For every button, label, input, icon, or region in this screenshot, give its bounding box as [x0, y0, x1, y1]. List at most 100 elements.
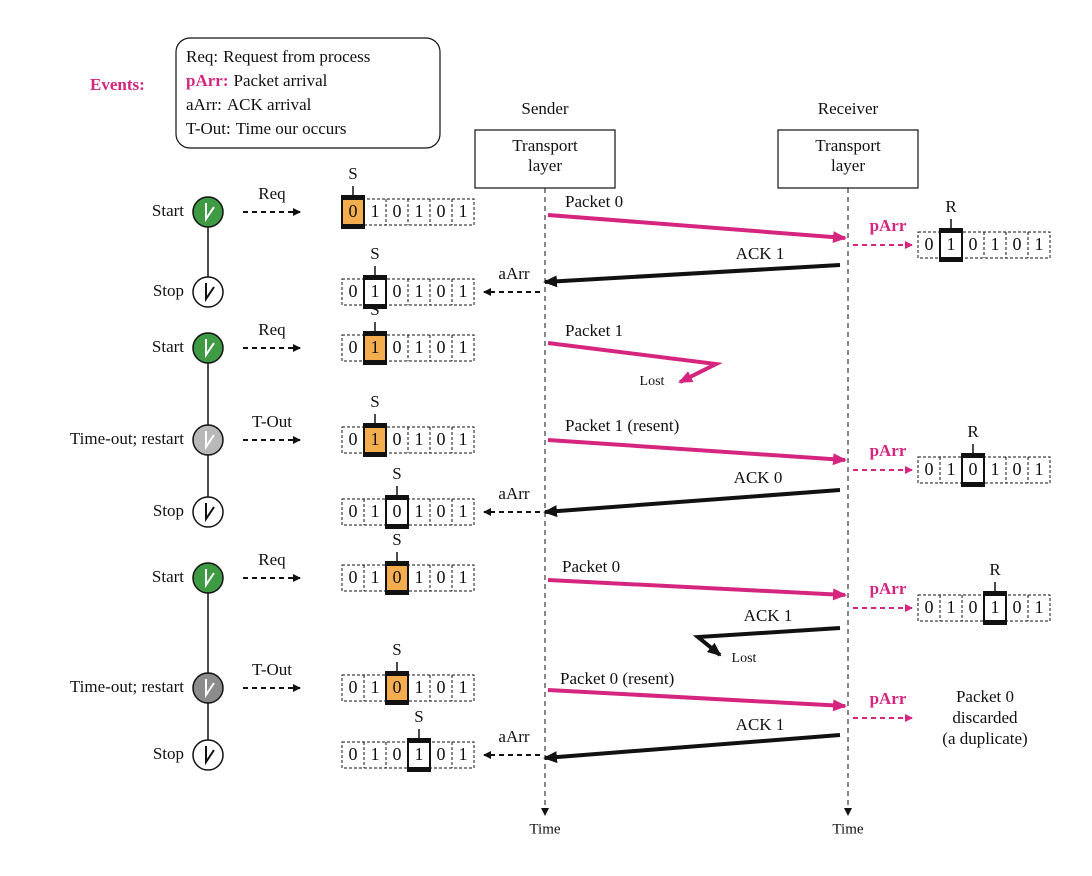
- event-label: pArr: [870, 216, 907, 235]
- buffer-bit: 1: [947, 597, 956, 617]
- clock-hands: [205, 569, 215, 589]
- legend-text: Time our occurs: [236, 119, 347, 138]
- message-arrow: [547, 213, 847, 244]
- buffer-bit: 1: [459, 744, 468, 764]
- buffer-bit: 1: [1035, 459, 1044, 479]
- legend-item: Req: Request from process: [186, 47, 370, 66]
- pointer-label: R: [989, 560, 1001, 579]
- layer-label: layer: [831, 156, 865, 175]
- buffer-bit: 1: [371, 429, 380, 449]
- cell-bar: [961, 483, 985, 487]
- buffer-bit: 1: [459, 677, 468, 697]
- clock-hands: [205, 283, 215, 303]
- buffer-bit: 1: [459, 201, 468, 221]
- event-label: pArr: [870, 689, 907, 708]
- buffer-bit: 0: [393, 567, 402, 587]
- pointer-label: S: [370, 300, 379, 319]
- message-arrow: [543, 263, 841, 288]
- cell-bar: [363, 453, 387, 457]
- buffer-bit: 0: [349, 744, 358, 764]
- pointer-label: S: [392, 464, 401, 483]
- clock-hands: [205, 679, 215, 699]
- buffer-bit: 1: [415, 677, 424, 697]
- pointer-label: R: [967, 422, 979, 441]
- legend-text: Request from process: [223, 47, 370, 66]
- cell-bar: [363, 275, 387, 279]
- cell-bar: [939, 228, 963, 232]
- buffer-bit: 1: [371, 201, 380, 221]
- note-line: Packet 0: [956, 687, 1014, 706]
- timer-clock: [192, 196, 224, 228]
- message-label: ACK 1: [744, 606, 793, 625]
- timer-clock: [192, 496, 224, 528]
- message-arrow: [543, 488, 841, 518]
- buffer-bit: 1: [415, 201, 424, 221]
- timer-clock: [192, 276, 224, 308]
- time-label: Time: [832, 821, 863, 837]
- buffer-bit: 1: [371, 567, 380, 587]
- timer-clock: [192, 562, 224, 594]
- buffer-bit: 0: [393, 201, 402, 221]
- buffer-bit: 0: [393, 744, 402, 764]
- buffer-bit: 0: [437, 281, 446, 301]
- buffer-bit: 0: [349, 501, 358, 521]
- lost-label: Lost: [732, 651, 757, 666]
- layer-label: layer: [528, 156, 562, 175]
- message-label: Packet 0 (resent): [560, 669, 674, 688]
- cell-bar: [341, 225, 365, 229]
- column-title: Sender: [521, 99, 569, 118]
- buffer-bit: 0: [925, 234, 934, 254]
- cell-bar: [385, 671, 409, 675]
- pointer-label: S: [370, 244, 379, 263]
- state-label: Stop: [153, 281, 184, 300]
- state-label: Stop: [153, 501, 184, 520]
- message-arrow: [547, 341, 723, 384]
- event-label: aArr: [498, 727, 529, 746]
- timer-clock: [192, 739, 224, 771]
- message-arrow: [547, 688, 847, 712]
- buffer-bit: 1: [459, 429, 468, 449]
- buffer-bit: 0: [925, 597, 934, 617]
- legend-item: pArr: Packet arrival: [186, 71, 328, 90]
- event-label: T-Out: [252, 412, 292, 431]
- message-arrow: [692, 626, 841, 657]
- buffer-bit: 0: [437, 567, 446, 587]
- state-label: Start: [152, 337, 184, 356]
- message-label: Packet 1: [565, 321, 623, 340]
- legend-title: Events:: [90, 75, 145, 94]
- buffer-bit: 1: [459, 281, 468, 301]
- buffer-bit: 0: [437, 429, 446, 449]
- state-label: Start: [152, 567, 184, 586]
- buffer-bit: 1: [1035, 597, 1044, 617]
- clock-hands: [205, 431, 215, 451]
- cell-bar: [407, 768, 431, 772]
- buffer-bit: 0: [1013, 234, 1022, 254]
- buffer-bit: 1: [371, 281, 380, 301]
- cell-bar: [363, 361, 387, 365]
- buffer-bit: 0: [349, 567, 358, 587]
- buffer-bit: 0: [349, 677, 358, 697]
- event-label: aArr: [498, 264, 529, 283]
- timer-clock: [192, 424, 224, 456]
- state-label: Time-out; restart: [70, 429, 184, 448]
- buffer-bit: 0: [437, 677, 446, 697]
- buffer-bit: 0: [437, 201, 446, 221]
- pointer-label: S: [348, 164, 357, 183]
- legend-key: Req:: [186, 47, 218, 66]
- buffer-bit: 1: [459, 501, 468, 521]
- pointer-label: S: [370, 392, 379, 411]
- cell-bar: [983, 591, 1007, 595]
- event-label: Req: [258, 184, 286, 203]
- clock-hands: [205, 503, 215, 523]
- buffer-bit: 0: [393, 337, 402, 357]
- event-label: pArr: [870, 579, 907, 598]
- buffer-bit: 0: [349, 429, 358, 449]
- state-label: Stop: [153, 744, 184, 763]
- buffer-bit: 0: [393, 677, 402, 697]
- message-arrow: [543, 733, 841, 764]
- receiver-box: [777, 129, 919, 189]
- cell-bar: [363, 331, 387, 335]
- state-label: Time-out; restart: [70, 677, 184, 696]
- cell-bar: [939, 258, 963, 262]
